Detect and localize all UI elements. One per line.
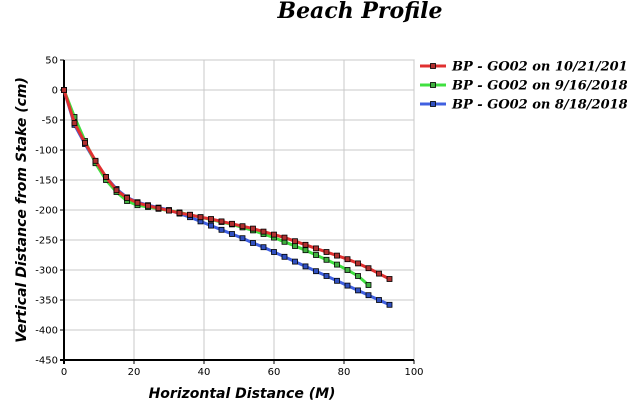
data-point-series-1 bbox=[376, 270, 382, 277]
data-point-series-1 bbox=[302, 241, 309, 248]
y-tick-label: 50 bbox=[45, 56, 58, 67]
data-point-series-2 bbox=[323, 256, 330, 263]
data-point-series-3 bbox=[271, 249, 277, 255]
data-point-series-3 bbox=[386, 301, 393, 308]
data-point-series-3 bbox=[344, 282, 351, 289]
data-point-series-3 bbox=[239, 235, 246, 242]
legend-label: BP - GO02 on 8/18/2018 bbox=[451, 98, 627, 113]
data-point-series-1 bbox=[365, 265, 372, 272]
data-point-series-2 bbox=[355, 273, 361, 279]
data-point-series-3 bbox=[281, 253, 288, 260]
data-point-series-1 bbox=[355, 260, 361, 267]
data-point-series-1 bbox=[124, 195, 130, 201]
data-point-series-3 bbox=[302, 263, 309, 270]
legend-swatch-marker bbox=[430, 101, 436, 107]
data-point-series-3 bbox=[365, 292, 372, 299]
data-point-series-1 bbox=[187, 211, 193, 218]
legend-label: BP - GO02 on 10/21/2018 bbox=[451, 60, 627, 75]
data-point-series-1 bbox=[176, 210, 183, 216]
data-point-series-1 bbox=[155, 205, 162, 212]
chart-title: Beach Profile bbox=[276, 0, 442, 24]
data-point-series-2 bbox=[365, 282, 372, 288]
data-point-series-1 bbox=[334, 252, 340, 259]
plot-area: 0 20 40 60 80 100 50 0 -50 -100 -150 -200 -250 -300 -3… bbox=[35, 56, 423, 379]
data-point-series-2 bbox=[334, 261, 340, 268]
data-point-series-1 bbox=[313, 245, 319, 252]
data-point-series-1 bbox=[113, 187, 120, 194]
data-point-series-1 bbox=[239, 223, 246, 230]
x-tick-label: 100 bbox=[404, 367, 423, 378]
data-point-series-1 bbox=[271, 231, 277, 238]
y-tick-label: -450 bbox=[35, 356, 58, 367]
legend-label: BP - GO02 on 9/16/2018 bbox=[451, 79, 627, 94]
legend: BP - GO02 on 10/21/2018 BP - GO02 on 9/16… bbox=[420, 60, 627, 113]
data-point-series-1 bbox=[145, 202, 151, 209]
x-tick-label: 20 bbox=[128, 367, 141, 378]
data-point-series-1 bbox=[92, 157, 99, 164]
data-point-series-3 bbox=[229, 231, 235, 237]
data-point-series-3 bbox=[208, 222, 214, 229]
data-point-series-2 bbox=[313, 252, 319, 258]
data-point-series-3 bbox=[250, 240, 256, 246]
data-point-series-1 bbox=[323, 249, 330, 255]
data-point-series-1 bbox=[166, 207, 172, 214]
data-point-series-1 bbox=[292, 238, 298, 245]
x-axis-title: Horizontal Distance (M) bbox=[149, 386, 336, 402]
legend-swatch-marker bbox=[430, 82, 436, 88]
x-tick-label: 80 bbox=[338, 367, 351, 378]
data-point-series-1 bbox=[208, 216, 214, 222]
data-point-series-3 bbox=[313, 268, 319, 275]
y-tick-label: -400 bbox=[35, 326, 58, 337]
y-tick-label: -300 bbox=[35, 266, 58, 277]
data-point-series-1 bbox=[82, 139, 88, 146]
data-point-series-1 bbox=[103, 174, 109, 180]
y-tick-label: 0 bbox=[52, 86, 58, 97]
y-tick-label: -150 bbox=[35, 176, 58, 187]
data-point-series-3 bbox=[292, 258, 298, 265]
data-point-series-2 bbox=[302, 247, 309, 254]
data-point-series-1 bbox=[229, 220, 235, 227]
data-point-series-1 bbox=[134, 199, 141, 206]
data-point-series-1 bbox=[61, 87, 67, 93]
data-point-series-1 bbox=[344, 256, 351, 263]
data-point-series-1 bbox=[386, 276, 393, 282]
x-tick-label: 0 bbox=[61, 367, 67, 378]
data-point-series-3 bbox=[376, 297, 382, 303]
y-axis-title: Vertical Distance from Stake (cm) bbox=[14, 77, 30, 343]
data-point-series-2 bbox=[292, 243, 298, 249]
x-tick-label: 60 bbox=[268, 367, 281, 378]
y-tick-label: -350 bbox=[35, 296, 58, 307]
x-tick-label: 40 bbox=[198, 367, 211, 378]
y-tick-label: -100 bbox=[35, 146, 58, 157]
data-point-series-3 bbox=[355, 287, 361, 294]
data-point-series-3 bbox=[334, 277, 340, 284]
data-point-series-2 bbox=[344, 267, 351, 273]
data-point-series-3 bbox=[218, 226, 225, 233]
y-tick-label: -50 bbox=[42, 116, 58, 127]
data-point-series-3 bbox=[260, 244, 267, 251]
y-tick-label: -250 bbox=[35, 236, 58, 247]
y-tick-label: -200 bbox=[35, 206, 58, 217]
data-point-series-1 bbox=[281, 234, 288, 241]
data-point-series-1 bbox=[260, 228, 267, 235]
data-point-series-3 bbox=[323, 273, 330, 279]
legend-swatch-marker bbox=[430, 63, 436, 69]
data-point-series-1 bbox=[250, 225, 256, 232]
data-point-series-1 bbox=[218, 218, 225, 225]
data-point-series-1 bbox=[197, 214, 204, 221]
data-point-series-1 bbox=[71, 120, 78, 126]
